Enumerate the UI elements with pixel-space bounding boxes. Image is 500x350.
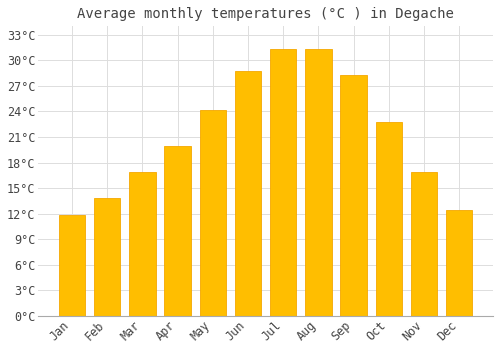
Bar: [130, 172, 156, 316]
Bar: [270, 49, 296, 316]
Bar: [411, 172, 437, 316]
Bar: [376, 122, 402, 316]
Bar: [164, 146, 191, 316]
Bar: [200, 110, 226, 316]
Bar: [340, 75, 367, 316]
Bar: [235, 71, 261, 316]
Title: Average monthly temperatures (°C ) in Degache: Average monthly temperatures (°C ) in De…: [77, 7, 454, 21]
Bar: [94, 197, 120, 316]
Bar: [59, 215, 86, 316]
Bar: [446, 210, 472, 316]
Bar: [305, 49, 332, 316]
